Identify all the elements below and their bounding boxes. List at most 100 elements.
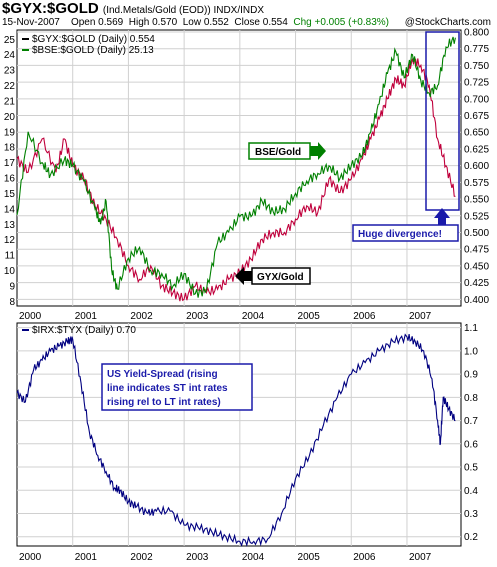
x-tick-label: 2004 <box>242 552 265 563</box>
right-tick-label: 0.775 <box>464 44 489 55</box>
left-tick-label: 10 <box>4 266 16 277</box>
top-panel-series <box>16 36 456 302</box>
left-tick-label: 16 <box>4 174 16 185</box>
top-panel-grid <box>17 30 461 306</box>
right-tick-label: 0.650 <box>464 128 489 139</box>
left-tick-label: 13 <box>4 220 16 231</box>
right-tick-label: 0.750 <box>464 61 489 72</box>
x-tick-label: 2006 <box>353 552 376 563</box>
quote-open: Open 0.569 <box>70 17 124 28</box>
right-tick-label: 0.800 <box>464 28 489 39</box>
divergence-callout-label: Huge divergence! <box>358 229 442 240</box>
legend-bse: $BSE:$GOLD (Daily) 25.13 <box>22 45 154 56</box>
x-tick-label: 2007 <box>409 552 432 563</box>
quote-stats: 15-Nov-2007 Open 0.569 High 0.570 Low 0.… <box>2 17 389 28</box>
right-tick-label: 0.575 <box>464 178 489 189</box>
right-tick-label: 0.400 <box>464 295 489 306</box>
right-tick-label: 0.450 <box>464 261 489 272</box>
x-tick-label: 2005 <box>298 311 321 322</box>
yield-spread-note-line3: rising rel to LT int rates) <box>107 397 221 408</box>
chart-subtitle: (Ind.Metals/Gold (EOD)) INDX/INDX <box>102 5 265 16</box>
top-panel-frame <box>16 29 462 307</box>
right-tick-label: 0.600 <box>464 161 489 172</box>
left-tick-label: 20 <box>4 112 16 123</box>
right-tick-label: 1.1 <box>464 323 478 334</box>
divergence-callout: Huge divergence! <box>352 208 459 242</box>
yield-spread-note: US Yield-Spread (rising line indicates S… <box>101 363 253 411</box>
x-tick-label: 2001 <box>75 552 98 563</box>
left-tick-label: 8 <box>9 297 15 308</box>
quote-low: Low 0.552 <box>182 17 229 28</box>
left-tick-label: 18 <box>4 143 16 154</box>
x-tick-label: 2003 <box>186 552 209 563</box>
right-tick-label: 0.5 <box>464 463 478 474</box>
right-tick-label: 0.3 <box>464 509 478 520</box>
right-tick-label: 0.4 <box>464 486 478 497</box>
bottom-panel-series <box>16 333 456 547</box>
right-tick-label: 0.6 <box>464 439 478 450</box>
bse-gold-callout: BSE/Gold <box>248 142 326 160</box>
legend-irx-label: $IRX:$TYX (Daily) 0.70 <box>32 325 136 336</box>
left-tick-label: 17 <box>4 158 16 169</box>
x-tick-label: 2000 <box>19 552 42 563</box>
left-tick-label: 25 <box>4 35 16 46</box>
series-line-irx <box>16 333 456 547</box>
right-tick-label: 0.500 <box>464 228 489 239</box>
x-tick-label: 2002 <box>130 311 153 322</box>
bse-gold-callout-label: BSE/Gold <box>255 147 301 158</box>
bottom-panel-grid <box>17 323 461 546</box>
right-arrow-icon <box>310 142 326 160</box>
right-tick-label: 0.700 <box>464 94 489 105</box>
left-arrow-icon <box>235 267 252 285</box>
x-tick-label: 2005 <box>298 552 321 563</box>
left-tick-label: 23 <box>4 66 16 77</box>
gyx-gold-callout: GYX/Gold <box>235 267 311 285</box>
bottom-panel-frame <box>16 322 462 547</box>
quote-change: Chg +0.005 (+0.83%) <box>293 17 389 28</box>
series-line-bse <box>16 36 456 298</box>
axis-tick-labels: 2000 2001 2002 2003 2004 2005 2006 2007 0.400 0.4… <box>4 28 490 563</box>
right-tick-label: 0.2 <box>464 532 478 543</box>
up-arrow-icon <box>434 208 450 226</box>
left-tick-label: 9 <box>9 281 15 292</box>
x-tick-label: 2000 <box>19 311 42 322</box>
brand-watermark: @StockCharts.com <box>404 17 491 28</box>
right-tick-label: 0.525 <box>464 211 489 222</box>
left-tick-label: 12 <box>4 235 16 246</box>
x-tick-label: 2002 <box>130 552 153 563</box>
chart-title: $GYX:$GOLD (Ind.Metals/Gold (EOD)) INDX/… <box>2 0 265 17</box>
legend-gyx-label: $GYX:$GOLD (Daily) 0.554 <box>32 34 155 45</box>
x-tick-label: 2001 <box>75 311 98 322</box>
quote-close: Close 0.554 <box>234 17 288 28</box>
x-tick-label: 2003 <box>186 311 209 322</box>
quote-high: High 0.570 <box>128 17 178 28</box>
x-tick-label: 2007 <box>409 311 432 322</box>
left-tick-label: 19 <box>4 127 16 138</box>
right-tick-label: 0.8 <box>464 393 478 404</box>
left-tick-label: 11 <box>5 251 16 262</box>
right-tick-label: 0.625 <box>464 144 489 155</box>
right-tick-label: 0.550 <box>464 195 489 206</box>
right-tick-label: 1.0 <box>464 346 478 357</box>
right-tick-label: 0.9 <box>464 370 478 381</box>
legend-irx: $IRX:$TYX (Daily) 0.70 <box>22 325 136 336</box>
x-tick-label: 2004 <box>242 311 265 322</box>
legend-bse-label: $BSE:$GOLD (Daily) 25.13 <box>32 45 154 56</box>
yield-spread-note-line2: line indicates ST int rates <box>107 383 228 394</box>
left-tick-label: 22 <box>4 81 16 92</box>
right-tick-label: 0.7 <box>464 416 478 427</box>
yield-spread-note-line1: US Yield-Spread (rising <box>107 369 218 380</box>
series-line-gyx <box>16 56 456 302</box>
left-tick-label: 15 <box>4 189 16 200</box>
x-tick-label: 2006 <box>353 311 376 322</box>
left-tick-label: 24 <box>4 50 16 61</box>
quote-date: 15-Nov-2007 <box>2 17 60 28</box>
gyx-gold-callout-label: GYX/Gold <box>257 272 304 283</box>
right-tick-label: 0.725 <box>464 78 489 89</box>
right-tick-label: 0.475 <box>464 245 489 256</box>
left-tick-label: 14 <box>4 204 16 215</box>
legend-gyx: $GYX:$GOLD (Daily) 0.554 <box>22 34 155 45</box>
left-tick-label: 21 <box>4 96 16 107</box>
right-tick-label: 0.675 <box>464 111 489 122</box>
